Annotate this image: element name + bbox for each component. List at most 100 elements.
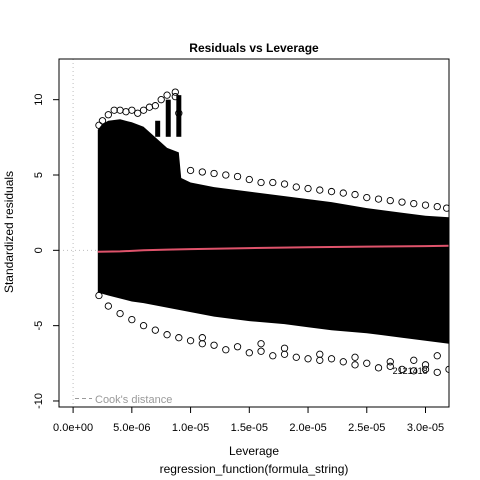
y-tick-label: 0 <box>33 247 45 253</box>
x-tick-label: 5.0e-06 <box>113 422 150 434</box>
data-point <box>175 334 183 342</box>
data-point <box>410 367 418 375</box>
data-point <box>139 321 148 330</box>
data-point <box>374 364 383 372</box>
data-point <box>398 365 406 373</box>
data-point <box>145 103 154 111</box>
dense-points-spike <box>155 120 161 137</box>
data-point <box>95 291 103 300</box>
data-point <box>316 186 324 194</box>
chart-title: Residuals vs Leverage <box>189 41 319 55</box>
plot-area: 2121418 <box>59 59 449 407</box>
data-point <box>269 178 277 187</box>
x-axis-label: Leverage <box>229 444 279 458</box>
data-point <box>280 350 289 358</box>
y-axis-label: Standardized residuals <box>2 171 16 293</box>
legend: Cook's distance <box>75 394 172 406</box>
data-point <box>110 106 118 114</box>
y-tick-label: 5 <box>33 172 45 178</box>
data-point <box>233 343 242 351</box>
data-point <box>134 109 142 117</box>
data-point <box>433 202 441 211</box>
data-point <box>245 349 253 357</box>
data-point <box>128 315 136 324</box>
data-point <box>116 309 124 318</box>
data-point <box>122 108 130 116</box>
data-point <box>171 93 179 101</box>
data-point <box>421 361 430 369</box>
data-point <box>351 190 359 199</box>
data-point <box>98 117 107 125</box>
data-point <box>280 180 289 188</box>
data-point <box>186 337 195 345</box>
data-point <box>163 91 171 99</box>
data-point <box>257 340 265 348</box>
data-point <box>222 171 230 179</box>
data-point <box>222 346 230 354</box>
data-point <box>327 187 336 196</box>
data-point <box>210 341 218 349</box>
data-point <box>386 362 394 370</box>
data-point <box>292 183 300 191</box>
data-point <box>339 189 347 197</box>
data-point <box>151 326 159 334</box>
data-point <box>351 353 359 361</box>
data-point <box>151 102 159 110</box>
data-point <box>433 352 441 360</box>
data-point <box>339 358 347 366</box>
data-point <box>198 168 206 176</box>
data-point <box>280 344 289 352</box>
x-tick-label: 2.5e-05 <box>348 422 385 434</box>
dense-points-spike <box>176 95 182 137</box>
data-point <box>386 358 394 366</box>
data-point <box>433 368 441 377</box>
x-axis-sublabel: regression_function(formula_string) <box>160 462 349 476</box>
data-point <box>316 356 324 364</box>
x-tick-label: 0.0e+00 <box>53 422 93 434</box>
data-point <box>139 106 148 114</box>
smooth-line <box>97 244 449 253</box>
point-id-label: 2121418 <box>393 366 428 376</box>
data-point <box>304 355 312 363</box>
data-point <box>421 201 430 209</box>
data-point <box>175 109 183 117</box>
data-point <box>104 302 112 310</box>
data-point <box>198 340 206 348</box>
data-point <box>95 121 103 129</box>
x-tick-label: 1.5e-05 <box>231 422 268 434</box>
data-point <box>186 166 195 175</box>
data-point <box>363 359 371 367</box>
data-point <box>363 193 371 202</box>
data-point <box>198 334 206 342</box>
data-point <box>304 184 312 193</box>
data-point <box>292 353 300 361</box>
legend-label: Cook's distance <box>95 394 172 406</box>
x-tick-label: 2.0e-05 <box>289 422 326 434</box>
data-point <box>104 111 112 119</box>
data-point <box>316 350 324 358</box>
data-point <box>421 365 430 373</box>
data-point <box>410 356 418 364</box>
data-point <box>257 178 265 187</box>
data-point <box>410 199 418 208</box>
data-point <box>257 347 265 355</box>
data-point <box>386 196 394 205</box>
y-tick-label: -5 <box>33 321 45 331</box>
data-point <box>374 195 383 203</box>
y-tick-label: 10 <box>33 94 45 106</box>
data-point <box>171 88 179 96</box>
data-point <box>245 175 253 184</box>
data-point <box>210 169 218 178</box>
data-point <box>443 204 449 212</box>
x-tick-label: 3.0e-05 <box>407 422 444 434</box>
data-point <box>157 96 165 104</box>
data-point <box>398 198 406 206</box>
data-point <box>233 172 242 181</box>
x-tick-label: 1.0e-05 <box>172 422 209 434</box>
data-point <box>327 355 336 363</box>
data-point <box>163 331 171 339</box>
dense-points-spike <box>165 99 171 137</box>
dense-points-band <box>97 119 449 344</box>
data-point <box>269 352 277 360</box>
